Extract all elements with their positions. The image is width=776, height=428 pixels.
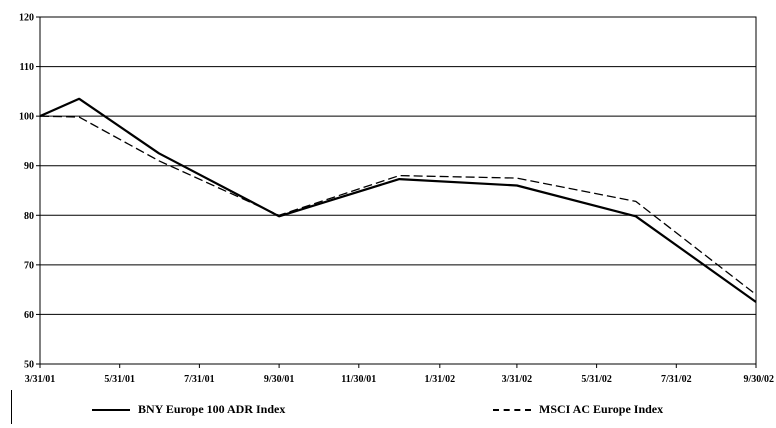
x-tick-label-2: 7/31/01 [184, 374, 215, 385]
plot-frame [39, 16, 757, 365]
legend-item-bny: BNY Europe 100 ADR Index [92, 402, 285, 417]
legend-swatch-solid [92, 408, 130, 411]
y-tick-label-110: 110 [20, 62, 34, 73]
y-tick-label-100: 100 [19, 112, 34, 123]
series-line-msci [39, 115, 757, 296]
x-tick-label-4: 11/30/01 [341, 374, 376, 385]
legend-item-msci: MSCI AC Europe Index [493, 402, 663, 417]
series-lines [39, 97, 757, 303]
x-axis-ticks: 3/31/01 5/31/01 7/31/01 9/30/01 11/30/01 1/31… [25, 364, 774, 385]
legend-swatch-dashed [493, 408, 531, 411]
y-tick-label-90: 90 [24, 161, 34, 172]
legend-divider [11, 390, 12, 424]
y-tick-label-70: 70 [24, 260, 34, 271]
line-chart: 50 60 70 80 90 100 110 120 3/31/01 5/31/01 7/31/0… [19, 13, 774, 386]
legend-label-bny: BNY Europe 100 ADR Index [138, 402, 286, 416]
series-line-bny [39, 97, 757, 303]
legend-label-msci: MSCI AC Europe Index [539, 402, 664, 416]
x-tick-label-5: 1/31/02 [425, 374, 456, 385]
y-tick-label-60: 60 [24, 310, 34, 321]
x-tick-label-3: 9/30/01 [264, 374, 295, 385]
y-tick-label-80: 80 [24, 211, 34, 222]
y-tick-label-120: 120 [19, 13, 34, 24]
legend: BNY Europe 100 ADR Index MSCI AC Europe … [0, 388, 776, 428]
x-tick-label-1: 5/31/01 [104, 374, 135, 385]
x-tick-label-9: 9/30/02 [743, 374, 774, 385]
x-tick-label-6: 3/31/02 [502, 374, 533, 385]
y-tick-label-50: 50 [24, 360, 34, 371]
y-axis-ticks: 50 60 70 80 90 100 110 120 [19, 13, 40, 371]
x-tick-label-8: 7/31/02 [661, 374, 692, 385]
x-tick-label-7: 5/31/02 [581, 374, 612, 385]
x-tick-label-0: 3/31/01 [25, 374, 56, 385]
gridlines [40, 16, 756, 365]
